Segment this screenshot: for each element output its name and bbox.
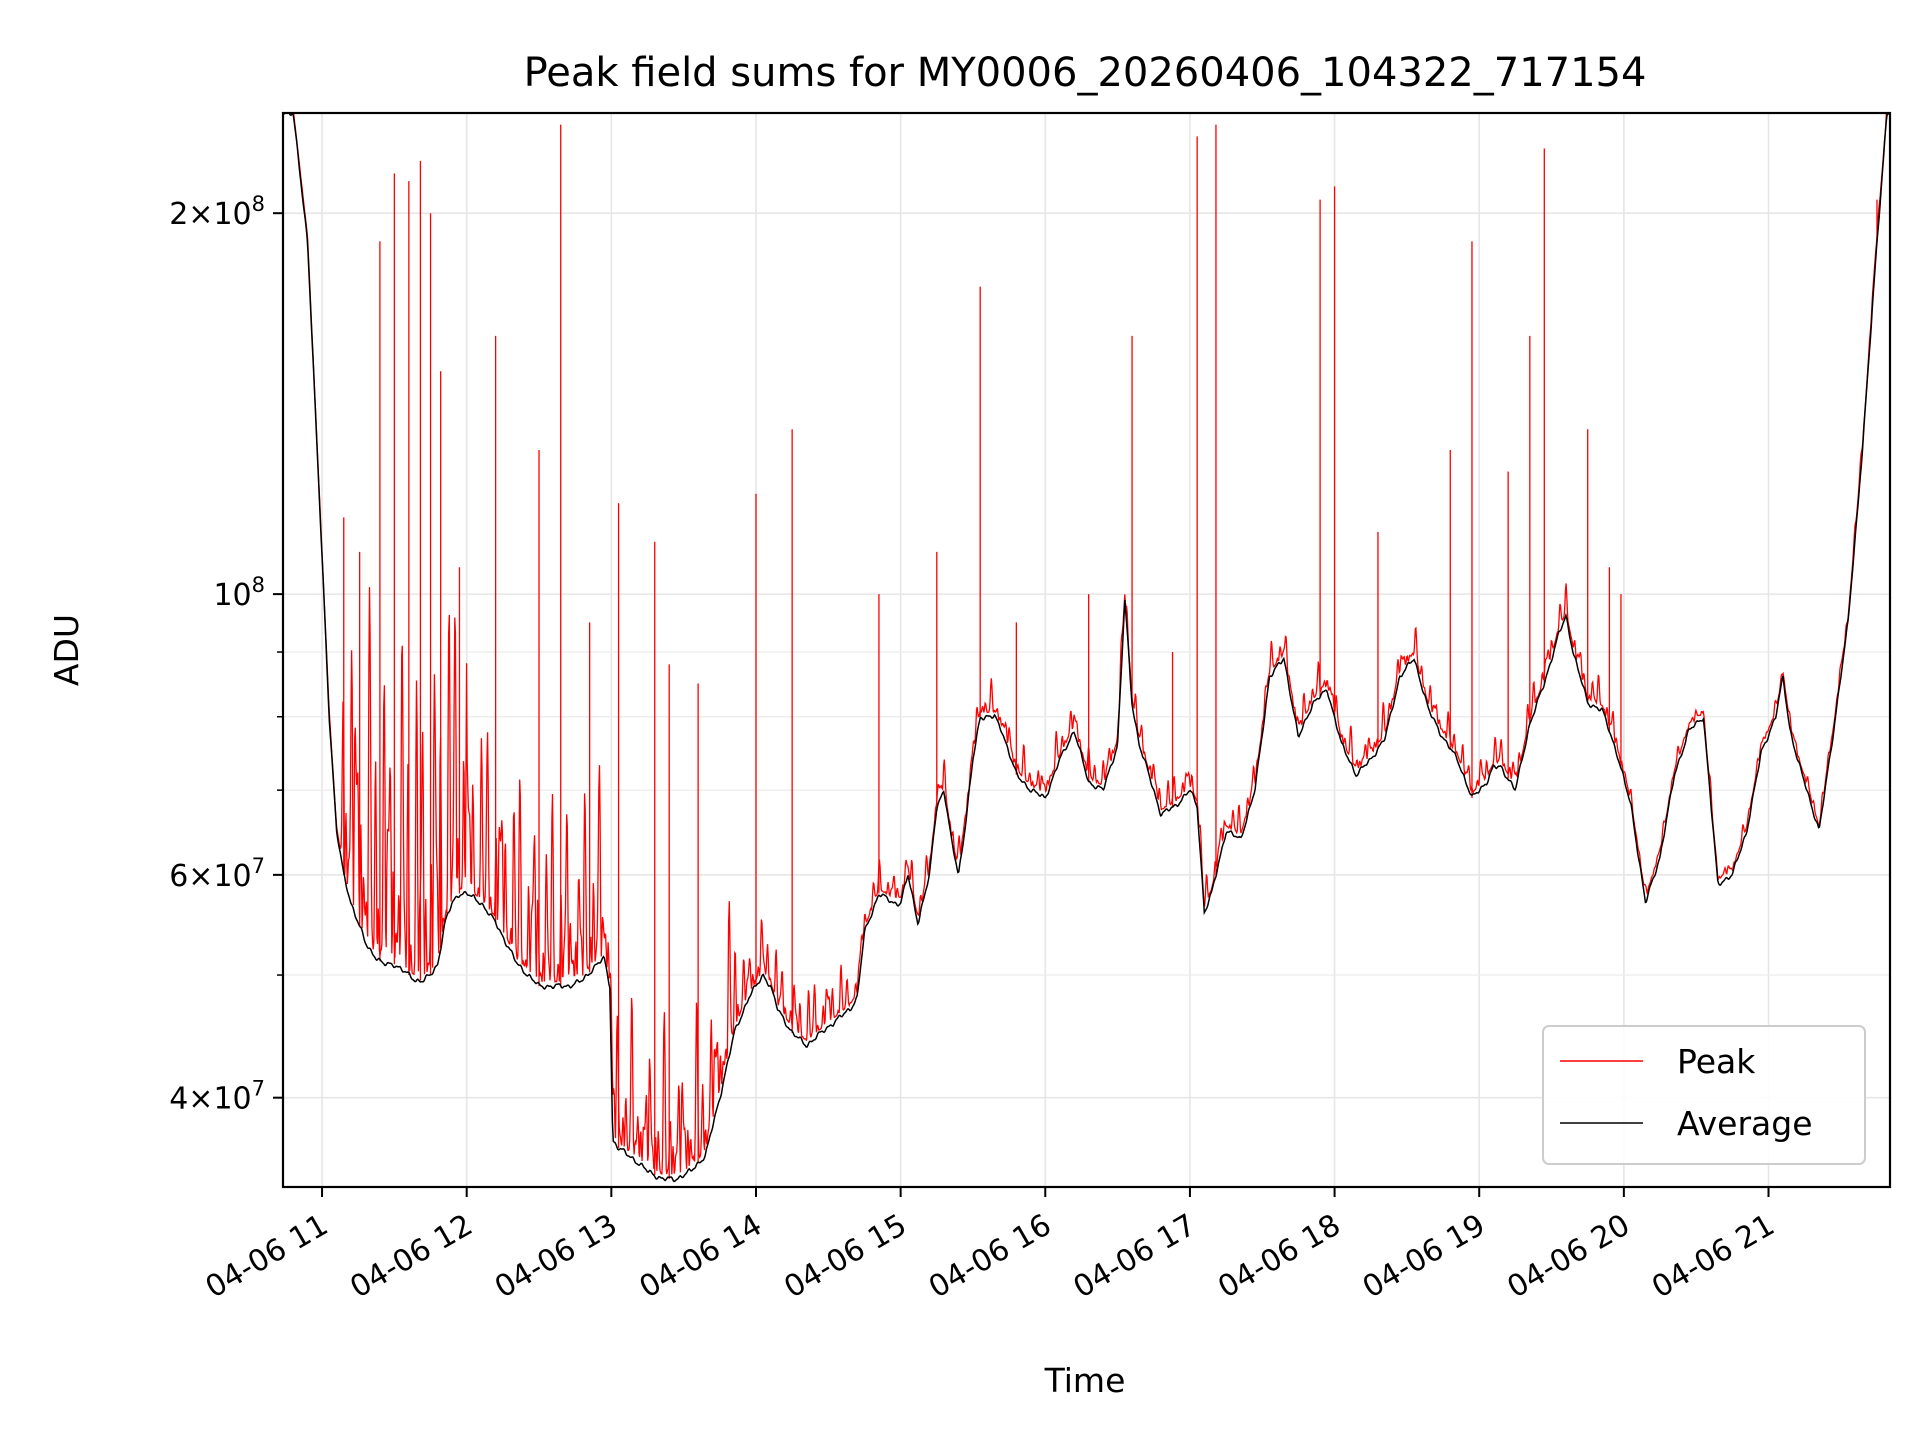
average-series-line [283,113,1890,1183]
legend-peak-label: Peak [1677,1042,1756,1081]
y-tick-label: 108 [213,573,265,613]
chart-title: Peak field sums for MY0006_20260406_1043… [524,50,1647,96]
y-axis: 4×107 6×107 108 2×108 [169,192,283,1117]
peak-series-line [292,113,1887,1175]
x-axis-label: Time [1044,1361,1126,1400]
y-tick-label: 6×107 [169,854,265,894]
legend-average-label: Average [1677,1104,1813,1143]
y-axis-label: ADU [47,614,86,686]
y-tick-label: 2×108 [169,192,265,232]
plot-frame [281,111,1892,1189]
series-layer [283,113,1890,1183]
legend: Peak Average [1542,1025,1866,1165]
y-tick-label: 4×107 [169,1077,265,1117]
